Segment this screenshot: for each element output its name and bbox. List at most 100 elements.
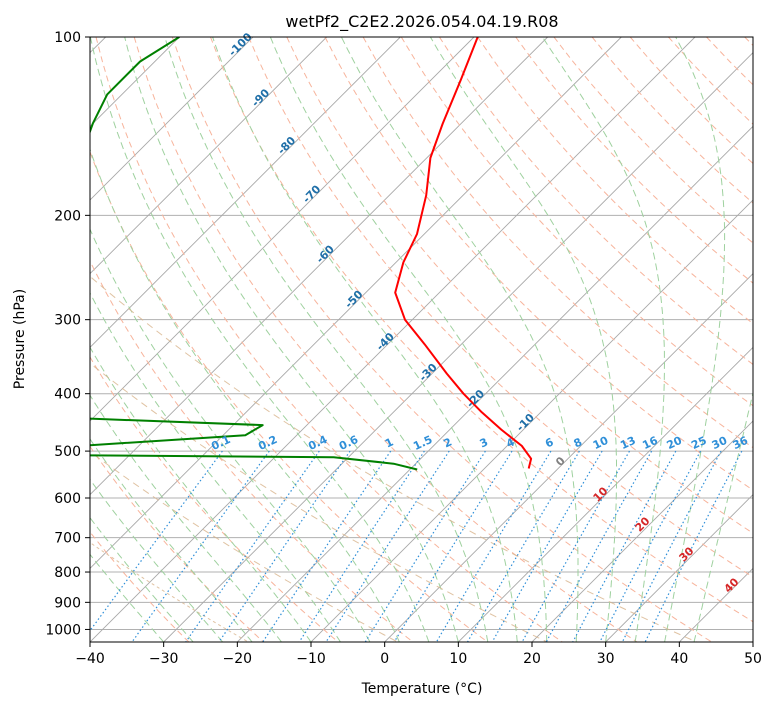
isotherm-line: [90, 37, 327, 275]
mixing-ratio-label: 1: [383, 435, 395, 450]
isotherm-line: [531, 420, 753, 642]
wet-bulb-label: 30: [677, 544, 697, 564]
moist-adiabat: [340, 37, 579, 642]
moist-adiabat: [90, 553, 165, 642]
mixing-ratio-line: [599, 450, 702, 642]
mixing-ratio-label: 13: [618, 434, 637, 452]
dry-adiabat: [324, 37, 753, 491]
moist-adiabat: [124, 37, 459, 642]
wet-bulb-label: 40: [722, 575, 742, 595]
axis-ticks: −40 −30 −20 −10 0 10 20 30 40 5010020030040050060…: [45, 30, 762, 667]
isotherm-line: [90, 37, 254, 201]
isotherm-label: -50: [342, 288, 365, 311]
y-tick-label: 900: [54, 595, 81, 611]
isotherm-line: [90, 37, 622, 569]
mixing-ratio-label: 0.4: [306, 433, 329, 453]
wet-bulb-label: 20: [633, 514, 653, 534]
mixing-ratio-label: 36: [731, 434, 751, 452]
isotherm-line: [237, 125, 753, 642]
y-axis-label: Pressure (hPa): [12, 289, 28, 389]
moist-adiabat: [542, 37, 666, 642]
moist-adiabat: [164, 37, 489, 642]
mixing-ratio-label: 25: [689, 434, 708, 452]
x-tick-label: 30: [597, 651, 615, 667]
mixing-ratio-line: [298, 450, 425, 642]
dry-adiabat: [90, 150, 488, 642]
moist-adiabat: [90, 291, 341, 642]
mixing-ratio-line: [521, 450, 631, 642]
mixing-ratio-line: [364, 450, 486, 642]
dry-adiabat: [90, 356, 339, 642]
dry-adiabat: [171, 37, 712, 642]
dry-adiabat: [95, 37, 563, 642]
moist-adiabat: [664, 37, 726, 642]
mixing-ratio-label: 10: [591, 434, 611, 452]
moist-adiabat: [90, 516, 194, 642]
isotherm-line: [752, 641, 753, 642]
x-tick-label: −30: [149, 651, 179, 667]
moist-adiabat: [212, 37, 518, 642]
theta-e-curve: [90, 541, 249, 642]
isotherm-label: -10: [514, 411, 537, 434]
y-tick-label: 100: [54, 30, 81, 46]
isotherm-line: [90, 37, 696, 642]
y-tick-label: 600: [54, 491, 81, 507]
mixing-ratio-label: 30: [710, 434, 730, 452]
moist-adiabat: [429, 37, 617, 642]
y-tick-label: 800: [54, 565, 81, 581]
moist-adiabat: [90, 438, 253, 642]
mixing-ratio-label: 1.5: [411, 433, 434, 453]
y-tick-label: 700: [54, 531, 81, 547]
dry-adiabat: [133, 37, 638, 642]
mixing-ratio-line: [131, 450, 270, 642]
profile-lines: [90, 37, 533, 471]
isotherm-line: [90, 37, 548, 496]
x-tick-label: −40: [75, 651, 105, 667]
dry-adiabat: [706, 37, 753, 86]
y-tick-label: 300: [54, 313, 81, 329]
mixing-ratio-line: [435, 450, 552, 642]
isotherm-line: [605, 494, 753, 642]
mixing-ratio-label: 3: [478, 435, 490, 450]
isotherm-label: -60: [314, 242, 337, 265]
moist-adiabat: [90, 394, 282, 642]
moist-adiabat: [90, 147, 400, 642]
isotherm-line: [90, 37, 401, 348]
theta-e-curve: [90, 362, 548, 642]
mixing-ratio-line: [90, 450, 223, 632]
moist-adiabat: [693, 390, 753, 642]
dewpoint-profile: [90, 37, 418, 471]
mixing-ratio-label: 8: [572, 435, 584, 450]
mixing-ratio-line: [218, 450, 351, 642]
theta-e-curve: [90, 275, 697, 642]
moist-adiabat: [269, 37, 548, 642]
dry-adiabat: [553, 37, 753, 244]
plot-frame: [89, 36, 754, 643]
isotherm-label: -90: [249, 86, 272, 109]
mixing-ratio-line: [545, 450, 653, 642]
mixing-ratio-label: 0.6: [337, 433, 360, 453]
mixing-ratio-line: [466, 450, 580, 642]
x-tick-label: −20: [223, 651, 253, 667]
x-tick-label: 10: [449, 651, 467, 667]
y-tick-label: 500: [54, 444, 81, 460]
mixing-ratio-label: 20: [665, 434, 685, 452]
mixing-ratio-line: [393, 450, 513, 642]
isotherm-line: [90, 37, 475, 422]
background-grid: [90, 37, 753, 642]
isotherm-line: [384, 273, 753, 642]
dry-adiabat: [248, 37, 753, 578]
x-tick-label: 20: [523, 651, 541, 667]
mixing-ratio-line: [572, 450, 677, 642]
dry-adiabat: [210, 37, 753, 623]
dry-adiabat: [477, 37, 753, 325]
isotherm-label: -70: [300, 182, 323, 205]
x-tick-label: 50: [744, 651, 762, 667]
x-axis-label: Temperature (°C): [361, 681, 483, 697]
dry-adiabat: [90, 259, 414, 642]
dry-adiabat: [90, 531, 190, 642]
moist-adiabat: [90, 37, 430, 642]
theta-e-curve: [90, 451, 398, 642]
x-tick-label: 0: [380, 651, 389, 667]
